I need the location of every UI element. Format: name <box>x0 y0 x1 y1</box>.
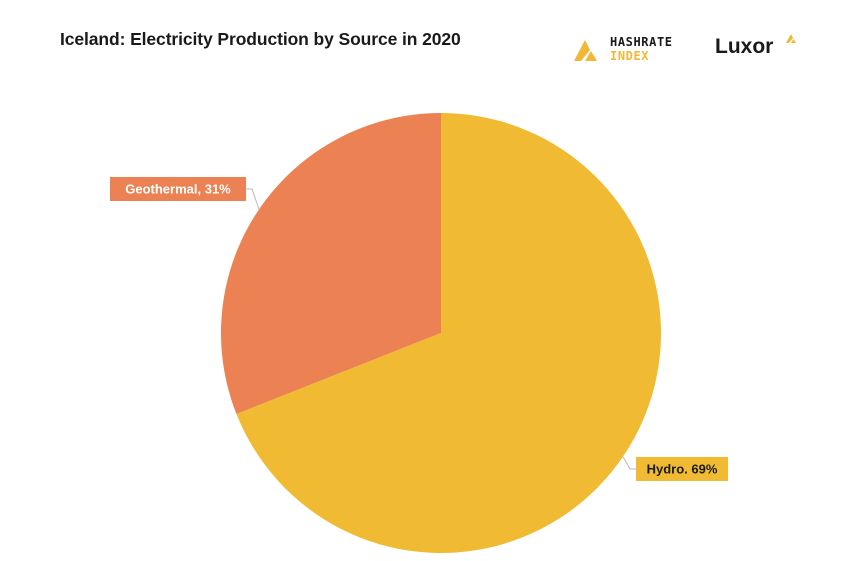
leader-line-hydro <box>622 456 636 470</box>
pie-slice-hydro <box>236 113 661 554</box>
leader-line-geothermal <box>246 188 260 210</box>
index-logo-text: INDEX <box>610 49 650 63</box>
page-title: Iceland: Electricity Production by Sourc… <box>60 29 461 49</box>
luxor-logo-text: Luxor <box>715 35 774 58</box>
luxor-mark-icon <box>786 34 796 43</box>
data-label-box-geothermal <box>110 177 246 201</box>
data-label-hydro: Hydro. 69% <box>647 462 718 477</box>
hashrate-logo-text: HASHRATE <box>610 35 673 49</box>
hashrate-index-mark-icon <box>574 40 597 61</box>
pie-slice-geothermal <box>220 113 441 414</box>
luxor-logo: Luxor <box>715 32 805 62</box>
data-label-box-hydro <box>636 457 728 481</box>
data-label-geothermal: Geothermal, 31% <box>125 182 231 197</box>
hashrate-index-logo: HASHRATE INDEX <box>572 34 697 66</box>
